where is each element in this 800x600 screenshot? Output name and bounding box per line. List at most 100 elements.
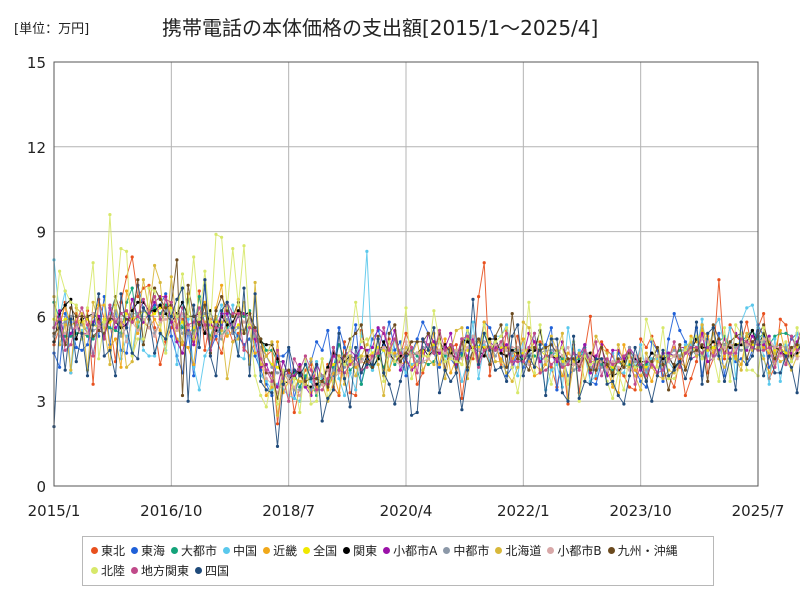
legend-marker [195, 567, 203, 574]
data-point [594, 334, 598, 338]
data-point [734, 323, 738, 327]
data-point [298, 379, 302, 383]
data-point [337, 354, 341, 358]
data-point [270, 391, 274, 395]
data-point [264, 343, 268, 347]
data-point [337, 391, 341, 395]
data-point [767, 365, 771, 369]
data-point [164, 337, 168, 341]
data-point [331, 345, 335, 350]
data-point [85, 343, 90, 347]
data-point [125, 289, 129, 293]
data-point [784, 340, 788, 344]
y-tick-label: 15 [27, 54, 46, 72]
data-point [192, 337, 196, 341]
data-point [410, 354, 414, 358]
data-point [259, 337, 263, 341]
data-point [633, 354, 637, 358]
data-point [180, 326, 185, 330]
data-point [672, 377, 676, 381]
data-point [192, 343, 196, 347]
data-point [337, 331, 341, 335]
data-point [762, 323, 766, 327]
data-point [108, 345, 112, 350]
data-point [197, 289, 201, 293]
data-point [521, 337, 525, 341]
legend-label: 四国 [205, 564, 230, 578]
data-point [778, 354, 782, 358]
data-point [773, 334, 777, 338]
data-point [694, 345, 699, 350]
legend-label: 東北 [101, 544, 126, 558]
data-point [762, 312, 766, 316]
data-point [337, 377, 341, 381]
data-point [303, 385, 307, 389]
data-point [583, 354, 587, 358]
data-point [611, 371, 615, 375]
data-point [153, 289, 157, 293]
data-point [717, 354, 721, 358]
data-point [113, 306, 118, 310]
data-point [264, 348, 268, 352]
data-point [784, 362, 788, 367]
data-point [214, 232, 218, 236]
data-point [175, 258, 179, 262]
data-point [482, 331, 486, 335]
legend-marker [131, 547, 139, 554]
data-point [683, 377, 688, 381]
data-point [482, 340, 486, 344]
data-point [404, 354, 408, 358]
data-point [180, 351, 185, 355]
data-point [493, 360, 497, 364]
data-point [393, 402, 397, 406]
data-point [315, 377, 319, 381]
data-point [572, 334, 576, 338]
data-point [460, 337, 464, 341]
data-point [348, 345, 352, 350]
data-point [231, 314, 235, 318]
data-point [264, 379, 268, 383]
data-point [549, 337, 553, 341]
data-point [147, 354, 151, 358]
data-point [789, 360, 794, 364]
data-point [141, 348, 145, 352]
series-line [53, 214, 800, 413]
data-point [326, 368, 330, 372]
data-point [482, 348, 486, 352]
data-point [275, 422, 280, 426]
data-point [108, 348, 112, 352]
data-point [594, 354, 598, 358]
data-point [750, 328, 755, 333]
data-point [689, 377, 693, 381]
data-point [236, 326, 240, 330]
data-point [549, 365, 553, 369]
data-point [58, 269, 62, 273]
data-point [572, 351, 576, 355]
data-point [750, 368, 755, 372]
data-point [220, 351, 224, 355]
data-point [85, 306, 90, 310]
legend-label: 中都市 [453, 544, 490, 558]
data-point [426, 357, 430, 361]
data-point [700, 317, 704, 321]
data-point [264, 368, 268, 372]
data-point [745, 345, 749, 350]
data-point [750, 303, 755, 307]
data-point [465, 340, 470, 344]
data-point [437, 351, 442, 355]
data-point [471, 357, 475, 361]
legend-item: 小都市B [547, 541, 602, 561]
data-point [74, 314, 78, 318]
data-point [287, 368, 291, 372]
data-point [437, 391, 442, 395]
data-point [141, 337, 145, 341]
data-point [611, 348, 615, 352]
data-point [236, 354, 240, 358]
data-point [505, 326, 509, 330]
data-point [359, 382, 363, 386]
data-point [560, 331, 565, 335]
data-point [287, 345, 291, 350]
data-point [538, 371, 542, 375]
data-point [678, 365, 682, 369]
data-point [303, 362, 307, 367]
